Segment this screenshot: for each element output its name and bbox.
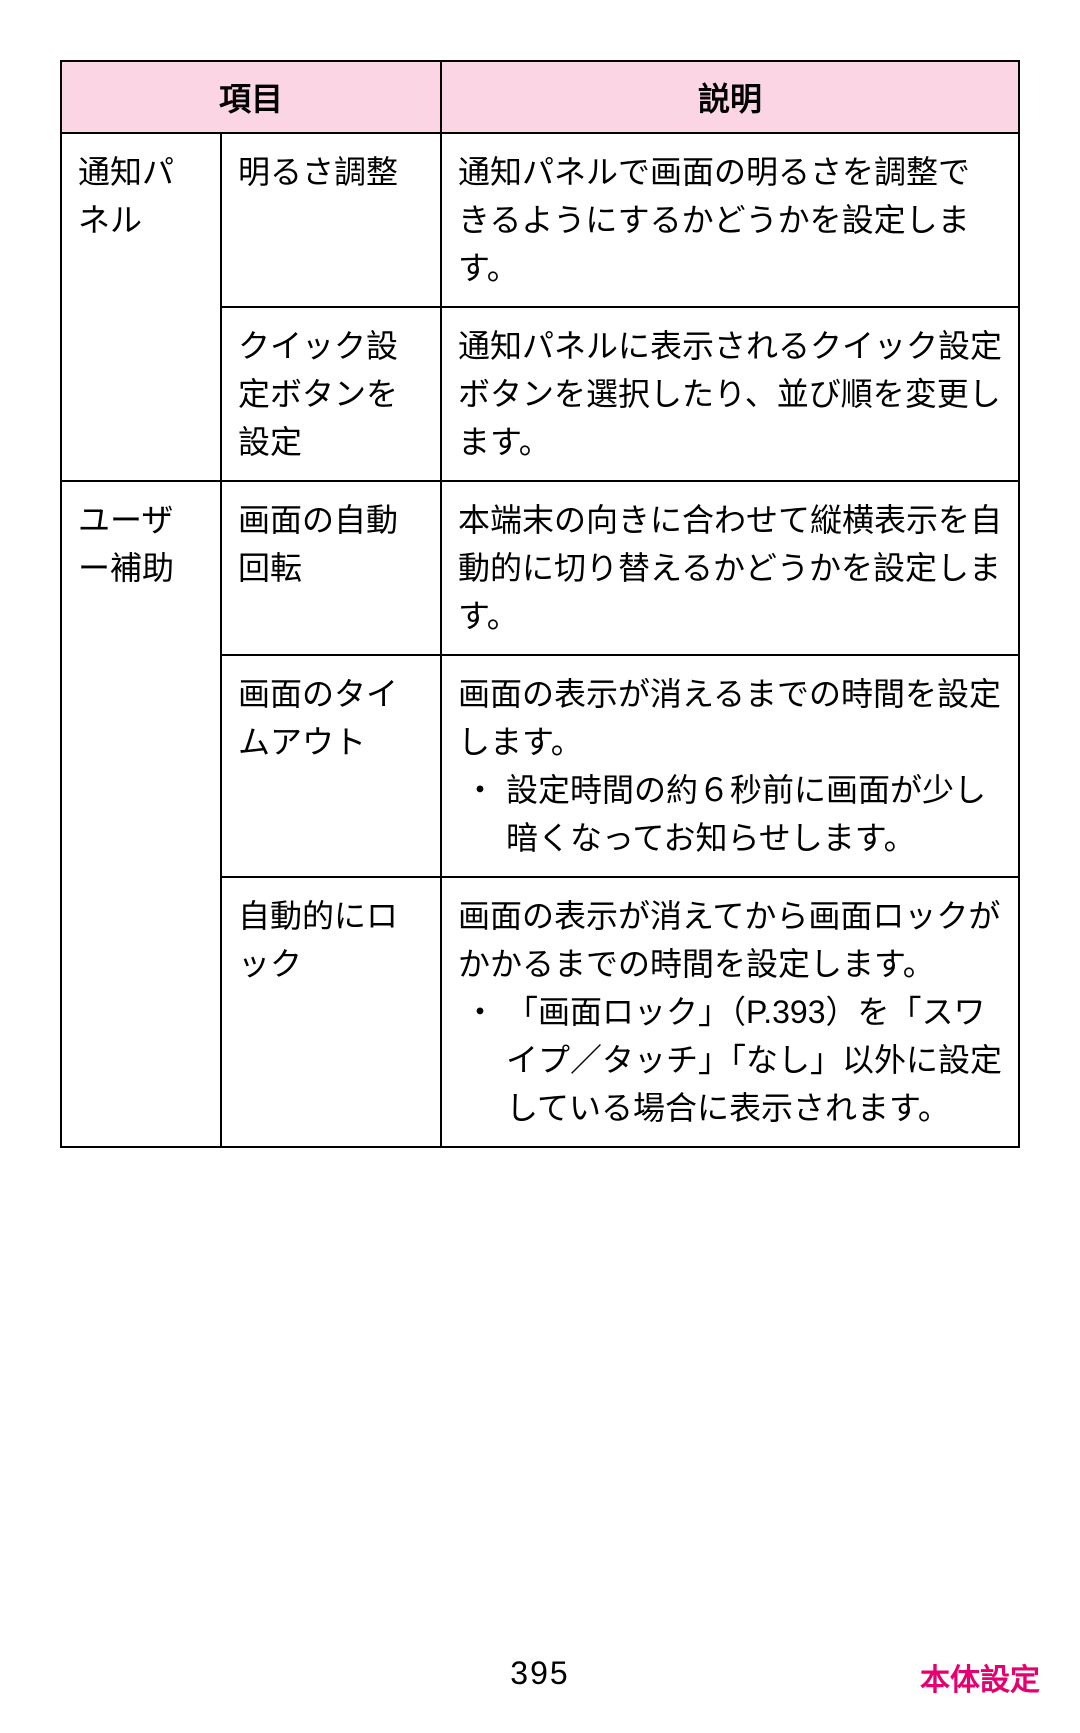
item-cell: 自動的にロック [221, 877, 441, 1147]
page-number: 395 [510, 1655, 569, 1692]
desc-text: 画面の表示が消えてから画面ロックがかかるまでの時間を設定します。 [458, 892, 1002, 988]
category-cell: ユーザー補助 [61, 481, 221, 1147]
item-cell: 明るさ調整 [221, 133, 441, 307]
desc-text: 画面の表示が消えるまでの時間を設定します。 [458, 670, 1002, 766]
table-row: ユーザー補助 画面の自動回転 本端末の向きに合わせて縦横表示を自動的に切り替える… [61, 481, 1019, 655]
desc-text: 本端末の向きに合わせて縦横表示を自動的に切り替えるかどうかを設定します。 [458, 502, 1002, 634]
item-cell: 画面のタイムアウト [221, 655, 441, 877]
desc-cell: 画面の表示が消えてから画面ロックがかかるまでの時間を設定します。 「画面ロック」… [441, 877, 1019, 1147]
header-desc: 説明 [441, 61, 1019, 133]
desc-bullet-list: 設定時間の約６秒前に画面が少し暗くなってお知らせします。 [458, 766, 1002, 862]
settings-table: 項目 説明 通知パネル 明るさ調整 通知パネルで画面の明るさを調整できるようにす… [60, 60, 1020, 1148]
section-label: 本体設定 [920, 1655, 1040, 1699]
desc-cell: 通知パネルに表示されるクイック設定ボタンを選択したり、並び順を変更します。 [441, 307, 1019, 481]
category-cell: 通知パネル [61, 133, 221, 481]
table-header-row: 項目 説明 [61, 61, 1019, 133]
desc-bullet-list: 「画面ロック」（P.393）を「スワイプ／タッチ」「なし」以外に設定している場合… [458, 988, 1002, 1132]
desc-text: 通知パネルで画面の明るさを調整できるようにするかどうかを設定します。 [458, 154, 970, 286]
desc-bullet: 設定時間の約６秒前に画面が少し暗くなってお知らせします。 [458, 766, 1002, 862]
header-item: 項目 [61, 61, 441, 133]
desc-cell: 本端末の向きに合わせて縦横表示を自動的に切り替えるかどうかを設定します。 [441, 481, 1019, 655]
desc-cell: 画面の表示が消えるまでの時間を設定します。 設定時間の約６秒前に画面が少し暗くな… [441, 655, 1019, 877]
item-cell: 画面の自動回転 [221, 481, 441, 655]
page-footer: 395 本体設定 [0, 1655, 1080, 1705]
desc-bullet: 「画面ロック」（P.393）を「スワイプ／タッチ」「なし」以外に設定している場合… [458, 988, 1002, 1132]
item-cell: クイック設定ボタンを設定 [221, 307, 441, 481]
desc-text: 通知パネルに表示されるクイック設定ボタンを選択したり、並び順を変更します。 [458, 328, 1002, 460]
desc-cell: 通知パネルで画面の明るさを調整できるようにするかどうかを設定します。 [441, 133, 1019, 307]
table-row: 通知パネル 明るさ調整 通知パネルで画面の明るさを調整できるようにするかどうかを… [61, 133, 1019, 307]
